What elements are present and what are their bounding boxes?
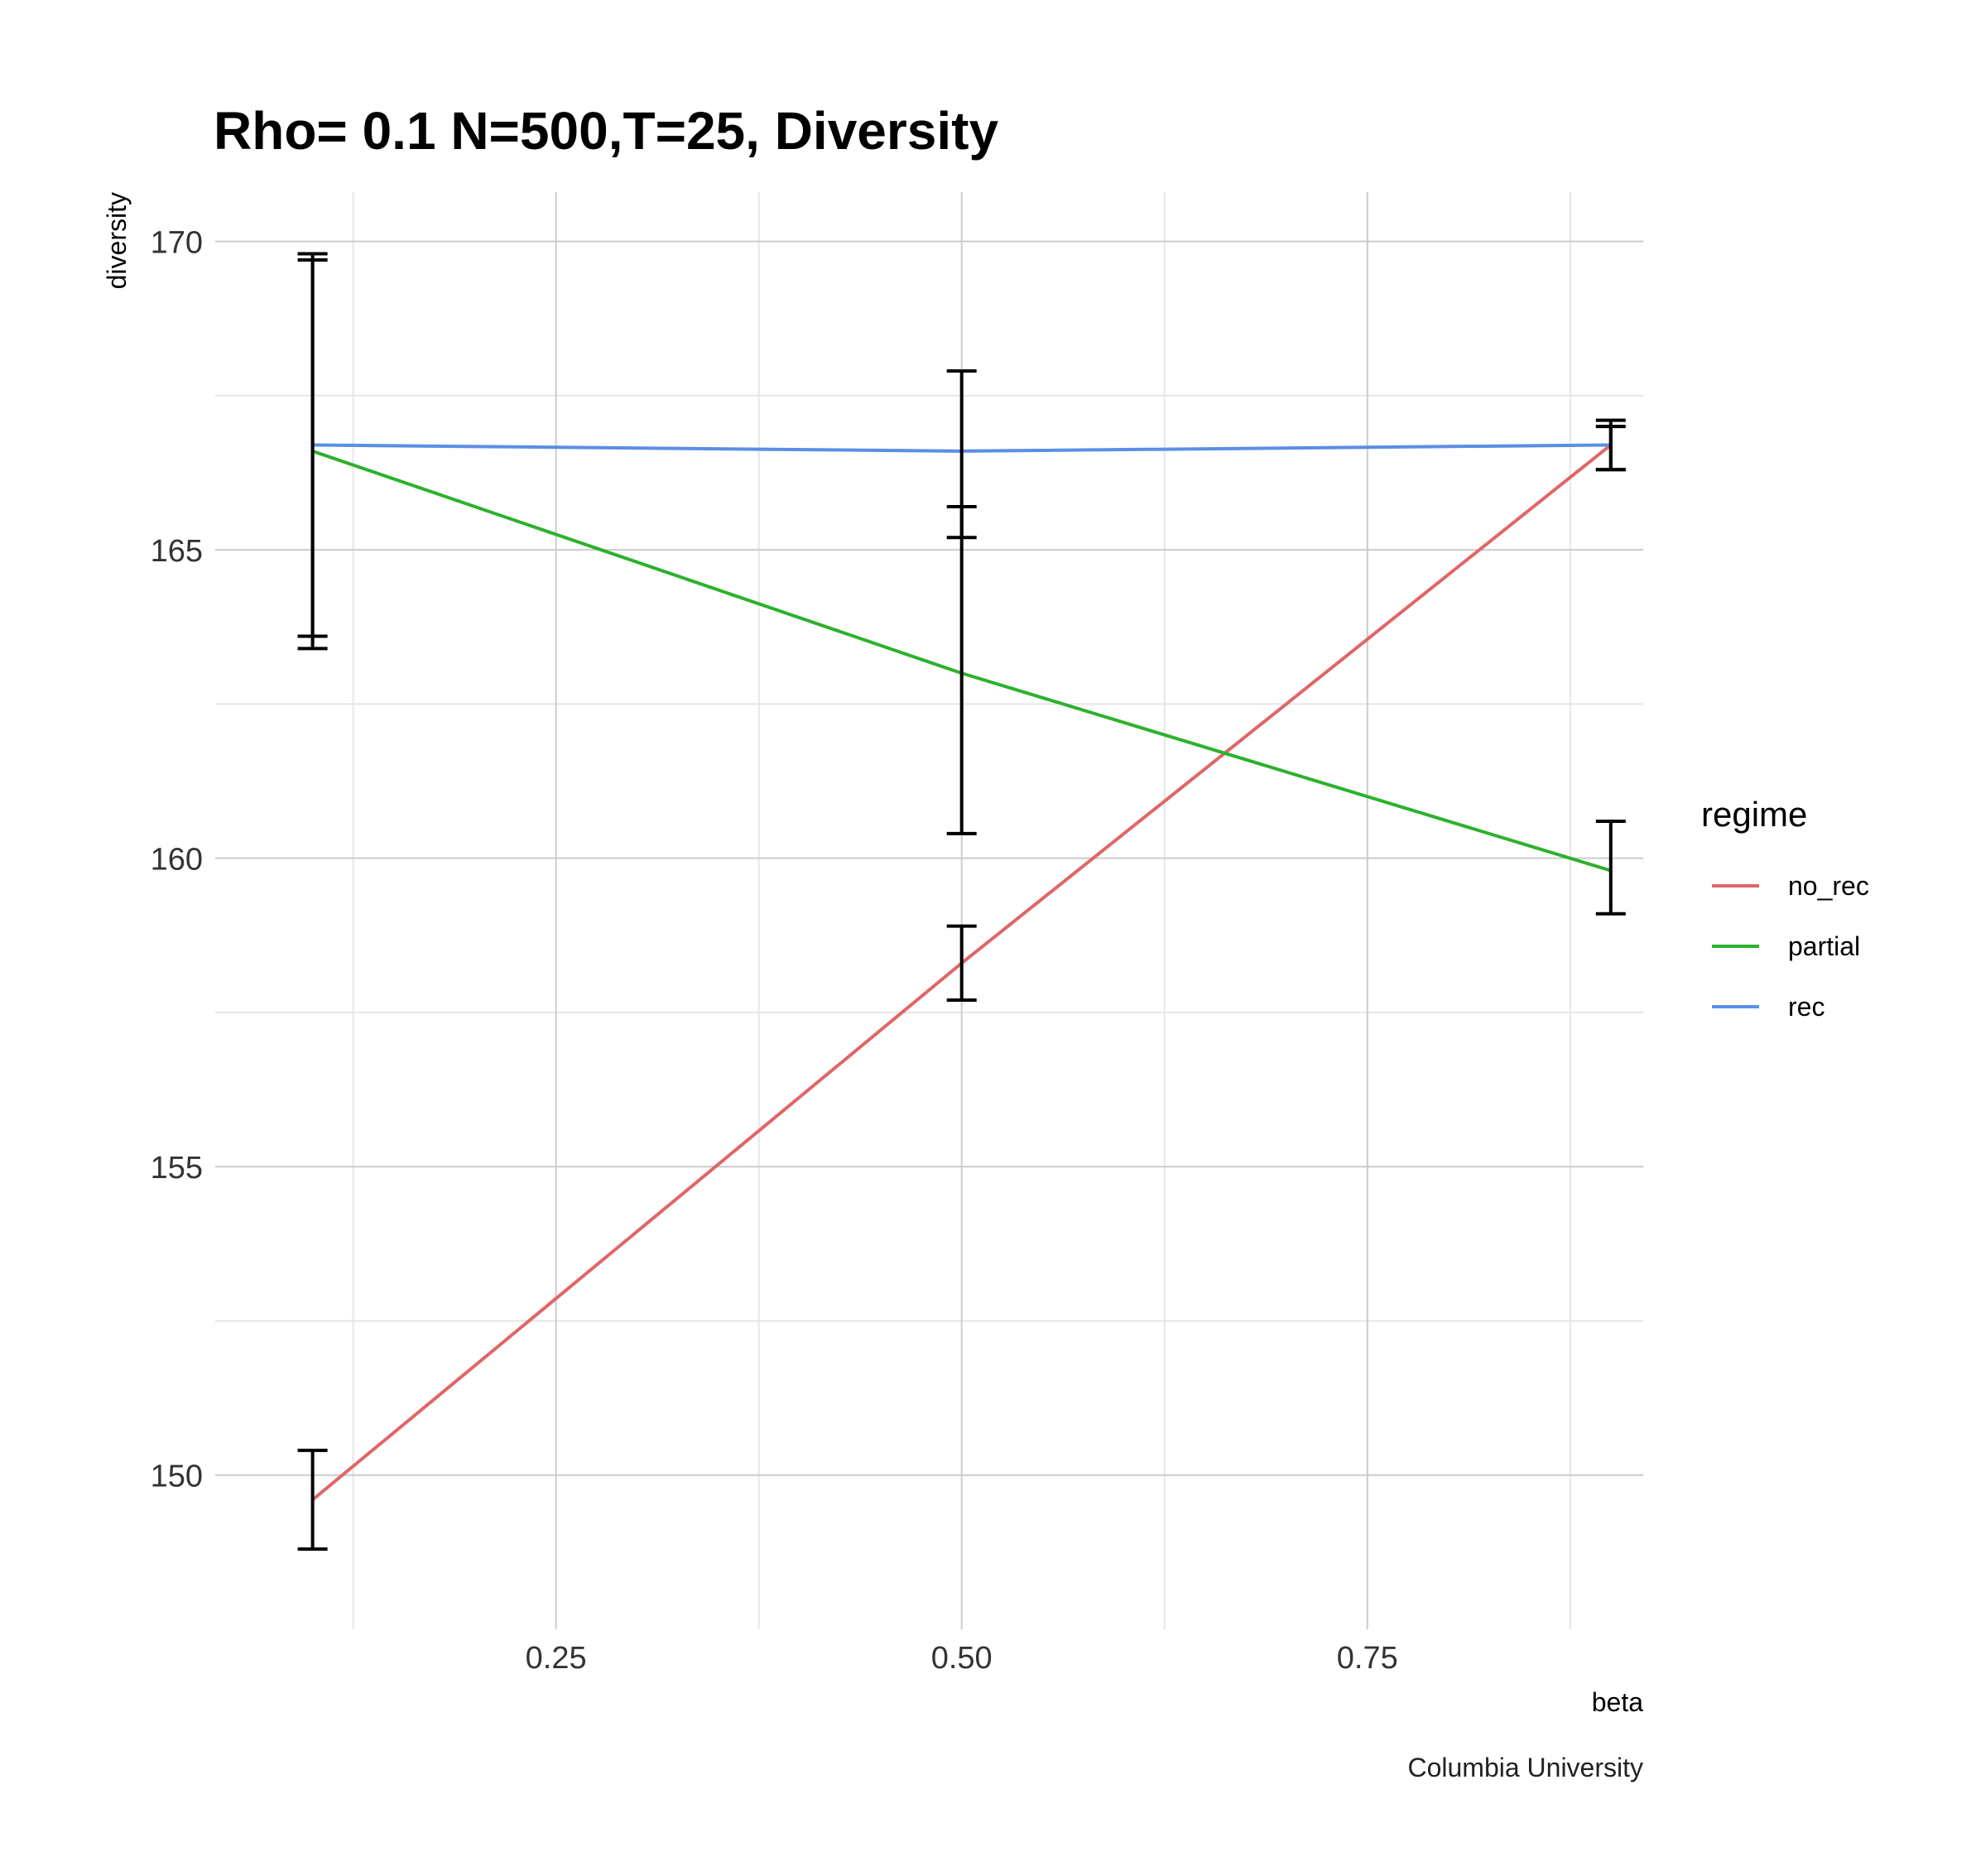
error-bar-rec	[297, 252, 328, 651]
x-tick-labels: 0.25 0.50 0.75	[526, 1641, 1398, 1676]
y-tick-label: 165	[151, 534, 203, 569]
legend-label-rec: rec	[1788, 992, 1825, 1022]
y-tick-label: 155	[151, 1151, 203, 1186]
y-tick-label: 150	[151, 1460, 203, 1494]
x-tick-label: 0.25	[526, 1641, 587, 1676]
error-bars	[297, 252, 1626, 1551]
y-tick-label: 170	[151, 226, 203, 261]
y-tick-label: 160	[151, 843, 203, 878]
chart-title: Rho= 0.1 N=500,T=25, Diversity	[214, 101, 998, 161]
error-bar-rec	[946, 369, 977, 540]
error-bar-no_rec	[297, 1448, 328, 1551]
error-bar-no_rec	[946, 924, 977, 1003]
x-tick-label: 0.75	[1337, 1641, 1398, 1676]
y-axis-label: diversity	[102, 192, 132, 289]
y-tick-labels: 150 155 160 165 170	[151, 226, 203, 1494]
legend-label-no_rec: no_rec	[1788, 871, 1869, 901]
error-bar-partial	[1595, 819, 1626, 916]
x-axis-label: beta	[1592, 1687, 1643, 1717]
legend-label-partial: partial	[1788, 931, 1860, 961]
x-tick-label: 0.50	[931, 1641, 993, 1676]
chart-caption: Columbia University	[1407, 1753, 1643, 1782]
error-bar-rec	[1595, 425, 1626, 472]
grid	[215, 192, 1643, 1629]
legend-title: regime	[1701, 795, 1807, 834]
